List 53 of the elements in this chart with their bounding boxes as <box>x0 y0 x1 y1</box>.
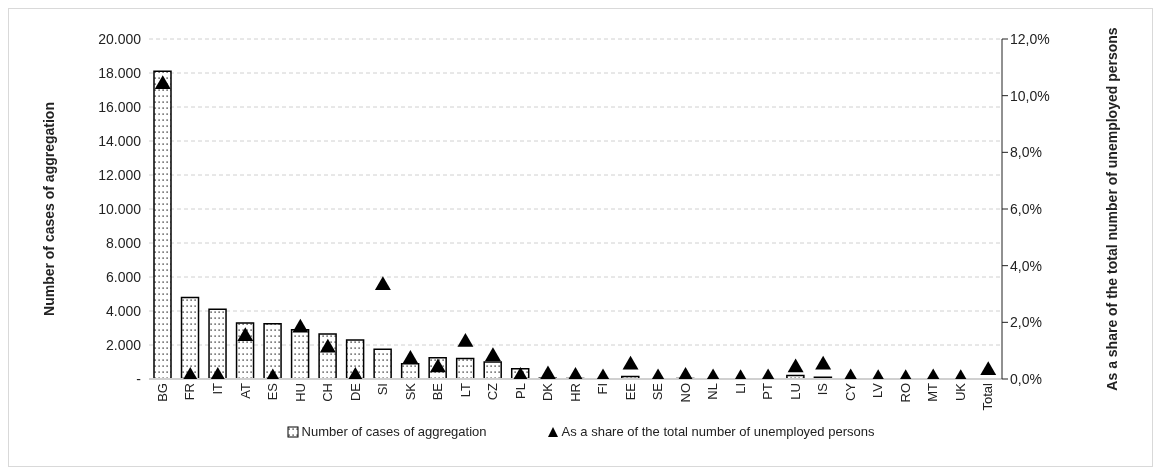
y2-tick-label: 0,0% <box>1010 370 1042 387</box>
y2-tick-label: 12,0% <box>1010 30 1050 47</box>
y-tick-label: 12.000 <box>98 166 142 183</box>
y-tick-label: 2.000 <box>105 336 142 353</box>
x-tick-label: LI <box>732 383 748 394</box>
y-tick-label: 14.000 <box>98 132 142 149</box>
x-tick-label: Total <box>980 382 996 411</box>
x-tick-label: HR <box>567 383 583 402</box>
x-tick-label: ES <box>265 382 281 401</box>
x-tick-label: HU <box>292 383 308 402</box>
y-axis-title: Number of cases of aggregation <box>40 102 57 316</box>
x-tick-label: PT <box>760 382 776 400</box>
y2-tick-label: 2,0% <box>1010 314 1042 331</box>
x-tick-label: FR <box>182 383 198 401</box>
x-tick-label: FI <box>595 383 611 395</box>
y-tick-label: 20.000 <box>98 30 142 47</box>
x-tick-label: BG <box>154 383 170 402</box>
legend-label: Number of cases of aggregation <box>301 424 487 439</box>
x-tick-label: NO <box>677 383 693 403</box>
x-tick-label: AT <box>237 382 253 399</box>
x-tick-label: UK <box>952 382 968 402</box>
y-tick-label: 6.000 <box>105 268 142 285</box>
x-tick-label: LT <box>457 382 473 398</box>
y2-tick-label: 6,0% <box>1010 200 1042 217</box>
x-tick-label: SK <box>402 382 418 401</box>
y-tick-label: 8.000 <box>105 234 142 251</box>
x-tick-label: DE <box>347 382 363 402</box>
x-tick-label: MT <box>925 382 941 402</box>
y-tick-label: - <box>136 370 142 387</box>
y2-axis-title: As a share of the total number of unemployed persons <box>1103 27 1120 391</box>
y2-tick-label: 10,0% <box>1010 87 1050 104</box>
x-tick-label: PL <box>512 383 528 399</box>
y-tick-label: 10.000 <box>98 200 142 217</box>
x-tick-label: NL <box>705 383 721 400</box>
x-tick-label: IS <box>815 382 831 396</box>
x-tick-label: BE <box>430 382 446 401</box>
x-tick-label: LU <box>787 383 803 400</box>
x-tick-label: EE <box>622 382 638 401</box>
x-tick-label: CY <box>842 382 858 402</box>
x-tick-label: CZ <box>485 382 501 401</box>
x-tick-label: SE <box>650 382 666 401</box>
y2-tick-label: 8,0% <box>1010 144 1042 161</box>
y-tick-label: 16.000 <box>98 98 142 115</box>
x-tick-label: SI <box>375 383 391 396</box>
x-tick-label: RO <box>897 383 913 403</box>
x-tick-label: IT <box>210 382 226 395</box>
y-tick-label: 4.000 <box>105 302 142 319</box>
x-tick-label: CH <box>320 383 336 402</box>
x-tick-label: DK <box>540 382 556 402</box>
x-tick-label: LV <box>870 382 886 398</box>
y-tick-label: 18.000 <box>98 64 142 81</box>
legend-label: As a share of the total number of unemployed persons <box>561 424 875 439</box>
y2-tick-label: 4,0% <box>1010 257 1042 274</box>
